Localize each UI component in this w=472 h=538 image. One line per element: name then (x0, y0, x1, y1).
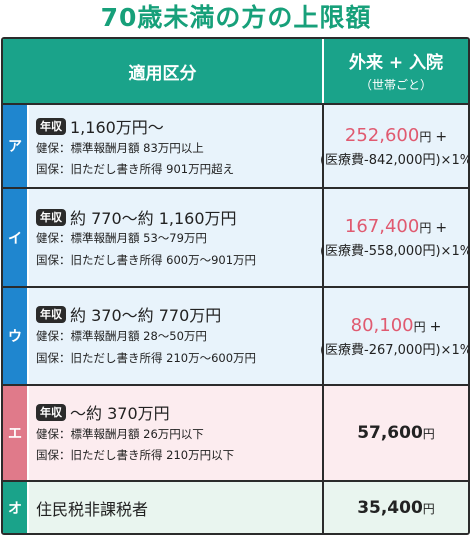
kokuho-detail: 国保：旧ただし書き所得 210万円以下 (36, 448, 235, 462)
row-label: オ (3, 482, 27, 533)
income-range: 約 370〜約 770万円 (70, 306, 222, 325)
page-title: 70歳未満の方の上限額 (100, 3, 372, 32)
amount-value: 80,100 (350, 314, 414, 336)
table-row-e: エ 年収 〜約 370万円 健保：標準報酬月額 26万円以下 国保：旧ただし書き… (3, 384, 468, 480)
amount-formula: (医療費-558,000円)×1% (319, 244, 470, 259)
kenpo-detail: 健保：標準報酬月額 53〜79万円 (36, 231, 207, 245)
amount-unit: 円 (419, 129, 432, 144)
row-label: エ (3, 386, 27, 480)
amount-unit: 円 (413, 319, 426, 334)
income-badge: 年収 (36, 117, 66, 135)
row-category: 年収 〜約 370万円 健保：標準報酬月額 26万円以下 国保：旧ただし書き所得… (29, 386, 324, 480)
income-badge: 年収 (36, 305, 66, 323)
amount-unit: 円 (419, 221, 432, 235)
row-label: イ (3, 189, 27, 286)
kenpo-detail: 健保：標準報酬月額 83万円以上 (36, 141, 204, 155)
table-row-o: オ 住民税非課税者 35,400円 (3, 480, 468, 533)
kokuho-detail: 国保：旧ただし書き所得 901万円超え (36, 162, 235, 176)
table-row-i: イ 年収 約 770〜約 1,160万円 健保：標準報酬月額 53〜79万円 国… (3, 187, 468, 286)
kokuho-detail: 国保：旧ただし書き所得 210万〜600万円 (36, 351, 257, 365)
table-row-a: ア 年収 1,160万円〜 健保：標準報酬月額 83万円以上 国保：旧ただし書き… (3, 103, 468, 187)
plus-sign: + (435, 128, 448, 145)
table-row-u: ウ 年収 約 370〜約 770万円 健保：標準報酬月額 28〜50万円 国保：… (3, 286, 468, 384)
row-category: 年収 約 770〜約 1,160万円 健保：標準報酬月額 53〜79万円 国保：… (29, 189, 324, 286)
row-label: ウ (3, 288, 27, 384)
amount-value: 35,400 (357, 497, 423, 518)
kokuho-detail: 国保：旧ただし書き所得 600万〜901万円 (36, 253, 257, 267)
row-amount: 167,400円 + (医療費-558,000円)×1% (320, 189, 468, 286)
row-amount: 80,100円 + (医療費-267,000円)×1% (320, 288, 468, 384)
amount-formula: (医療費-842,000円)×1% (319, 152, 470, 168)
row-category: 年収 約 370〜約 770万円 健保：標準報酬月額 28〜50万円 国保：旧た… (29, 288, 324, 384)
amount-unit: 円 (422, 427, 435, 441)
row-category: 住民税非課税者 (29, 482, 324, 533)
amount-unit: 円 (422, 501, 435, 516)
row-category: 年収 1,160万円〜 健保：標準報酬月額 83万円以上 国保：旧ただし書き所得… (29, 105, 324, 187)
plus-sign: + (429, 318, 442, 335)
amount-formula: (医療費-267,000円)×1% (319, 342, 470, 358)
income-range: 〜約 370万円 (70, 404, 170, 423)
kenpo-detail: 健保：標準報酬月額 28〜50万円 (36, 329, 207, 343)
header-amount-main: 外来 + 入院 (348, 53, 444, 73)
plus-sign: + (435, 220, 448, 236)
limit-table: 適用区分 外来 + 入院 （世帯ごと） ア 年収 1,160万円〜 健保：標準報… (1, 37, 470, 535)
income-range: 約 770〜約 1,160万円 (70, 209, 237, 228)
row-label: ア (3, 105, 27, 187)
row-amount: 252,600円 + (医療費-842,000円)×1% (320, 105, 468, 187)
amount-value: 57,600 (357, 423, 423, 443)
kenpo-detail: 健保：標準報酬月額 26万円以下 (36, 427, 204, 441)
header-amount: 外来 + 入院 （世帯ごと） (324, 39, 468, 103)
income-range: 1,160万円〜 (70, 118, 164, 137)
row-amount: 57,600円 (324, 386, 468, 480)
table-header: 適用区分 外来 + 入院 （世帯ごと） (3, 39, 468, 103)
row-amount: 35,400円 (324, 482, 468, 533)
header-category: 適用区分 (3, 39, 324, 103)
income-badge: 年収 (36, 208, 66, 226)
income-badge: 年収 (36, 403, 66, 421)
amount-value: 167,400 (344, 216, 420, 237)
header-amount-sub: （世帯ごと） (359, 78, 432, 92)
amount-value: 252,600 (344, 124, 420, 146)
row-category-text: 住民税非課税者 (36, 499, 149, 519)
